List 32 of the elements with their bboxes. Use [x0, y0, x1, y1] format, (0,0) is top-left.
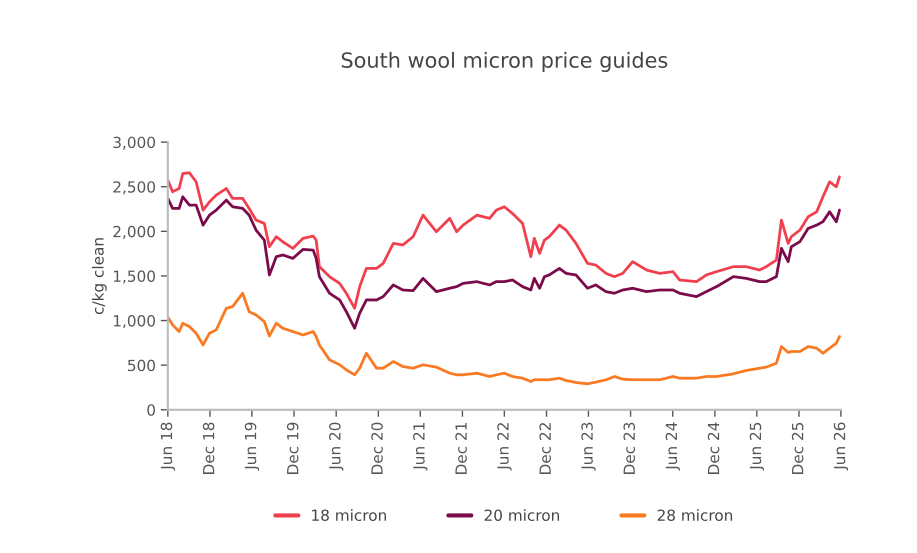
line-series — [168, 171, 841, 310]
x-tick-label: Jun 20 — [329, 422, 344, 471]
x-tick-label: Dec 22 — [539, 423, 551, 474]
chart-title: South wool micron price guides — [342, 52, 668, 72]
x-tick-label: Dec 21 — [455, 422, 467, 474]
legend-label: 28 micron — [658, 509, 732, 521]
y-tick-label: 0 — [147, 404, 155, 416]
line-series — [168, 292, 841, 386]
x-tick-label: Jun 25 — [750, 422, 764, 471]
x-tick-label: Dec 23 — [623, 422, 636, 474]
x-tick-label: Dec 20 — [371, 422, 383, 474]
x-tick-label: Jun 19 — [244, 422, 260, 471]
legend-label: 18 micron — [312, 509, 386, 521]
x-tick-label: Dec 19 — [286, 422, 298, 474]
x-tick-label: Dec 25 — [792, 422, 804, 474]
x-tick-label: Jun 26 — [834, 422, 848, 471]
y-tick-label: 1,500 — [114, 270, 155, 284]
x-tick-label: Dec 24 — [708, 422, 720, 474]
y-tick-label: 1,000 — [114, 315, 155, 328]
y-tick-label: 500 — [128, 360, 155, 372]
y-tick-label: 2,000 — [113, 226, 155, 239]
y-tick-label: 2,500 — [113, 181, 155, 194]
x-tick-label: Jun 21 — [413, 422, 428, 471]
x-tick-label: Jun 24 — [666, 422, 680, 471]
legend-label: 20 micron — [484, 509, 560, 521]
line-series — [168, 195, 841, 330]
x-tick-label: Jun 22 — [497, 423, 512, 471]
x-tick-label: Jun 23 — [581, 422, 596, 471]
y-tick-label: 3,000 — [113, 136, 155, 150]
y-axis-title: c/kg clean — [92, 238, 107, 314]
x-tick-label: Jun 18 — [160, 422, 176, 471]
x-tick-label: Dec 18 — [202, 422, 214, 474]
